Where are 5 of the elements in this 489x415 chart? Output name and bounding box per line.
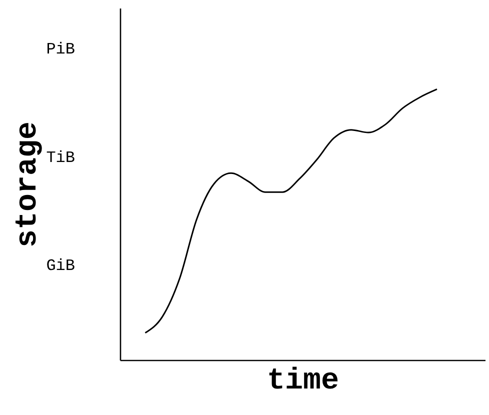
text: PiB bbox=[46, 40, 75, 59]
y-axis-title: storage bbox=[12, 121, 46, 248]
x-axis-title: time bbox=[266, 364, 340, 398]
text: GiB bbox=[46, 257, 75, 276]
text: TiB bbox=[46, 148, 75, 167]
